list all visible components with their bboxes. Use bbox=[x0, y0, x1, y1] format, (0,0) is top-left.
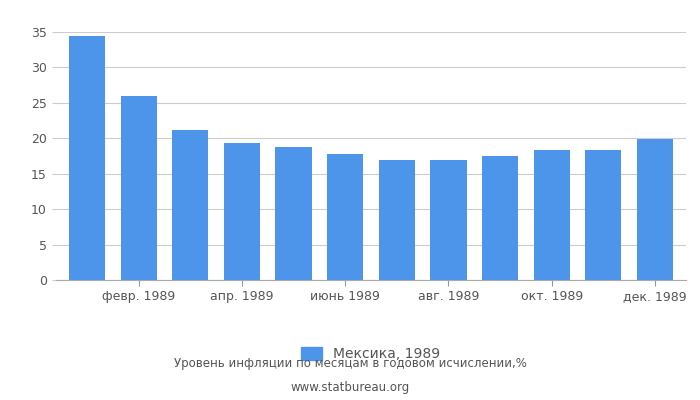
Bar bbox=[120, 96, 157, 280]
Bar bbox=[69, 36, 105, 280]
Text: Уровень инфляции по месяцам в годовом исчислении,%: Уровень инфляции по месяцам в годовом ис… bbox=[174, 358, 526, 370]
Bar bbox=[379, 160, 415, 280]
Bar bbox=[224, 142, 260, 280]
Bar bbox=[585, 150, 622, 280]
Bar bbox=[637, 139, 673, 280]
Bar bbox=[276, 148, 312, 280]
Bar bbox=[172, 130, 209, 280]
Bar bbox=[327, 154, 363, 280]
Text: www.statbureau.org: www.statbureau.org bbox=[290, 382, 410, 394]
Legend: Мексика, 1989: Мексика, 1989 bbox=[296, 342, 446, 367]
Bar bbox=[482, 156, 518, 280]
Bar bbox=[430, 160, 466, 280]
Bar bbox=[533, 150, 570, 280]
